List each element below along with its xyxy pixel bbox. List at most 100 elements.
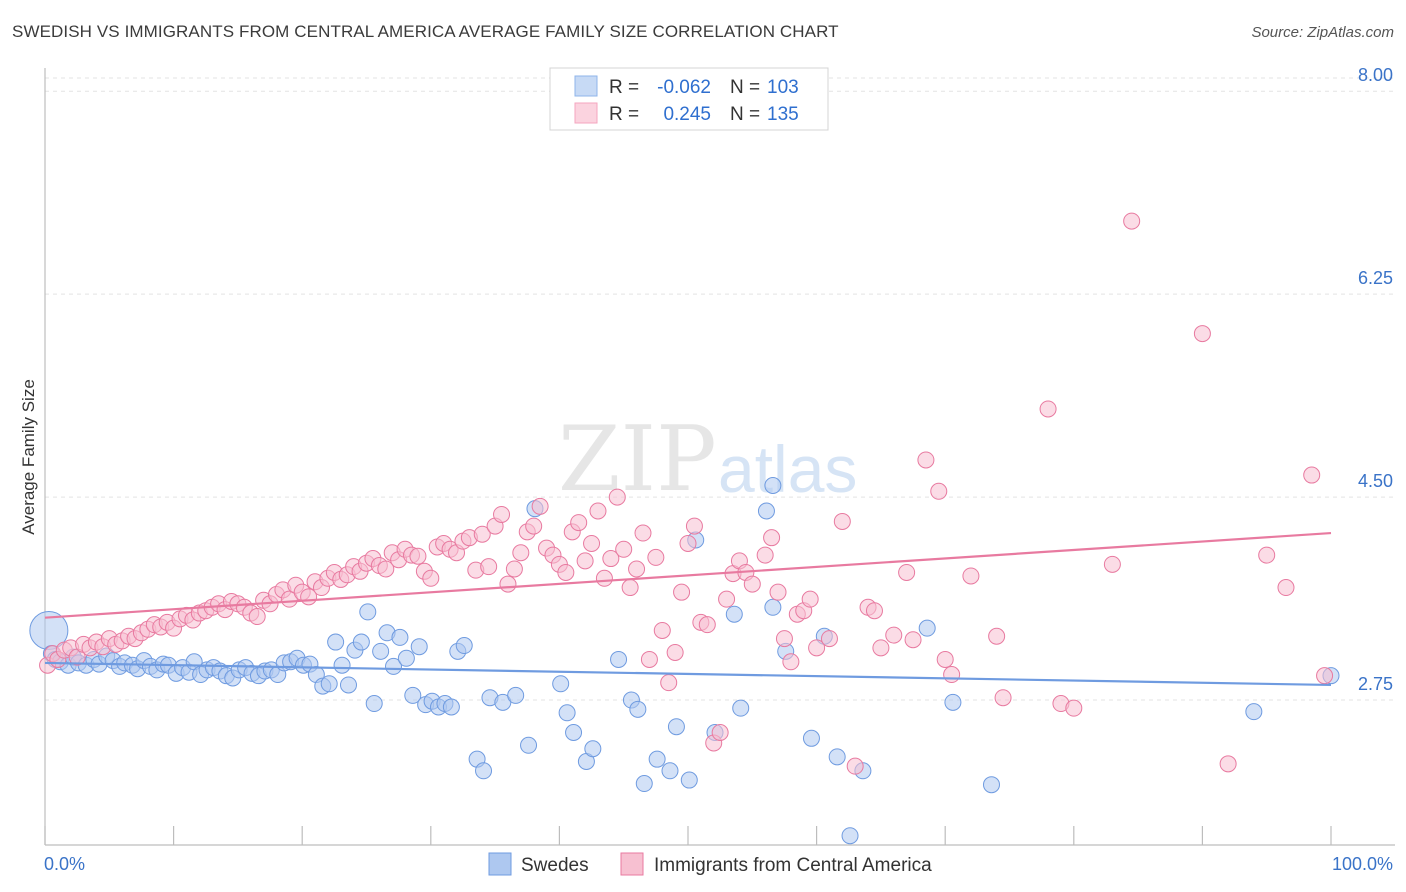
central-america-point xyxy=(1039,400,1057,418)
legend-swatch-swedes xyxy=(574,75,598,97)
swedes-point xyxy=(629,700,647,718)
central-america-point xyxy=(570,514,588,532)
central-america-point xyxy=(634,524,652,542)
swedes-point xyxy=(397,649,415,667)
swedes-trend-line xyxy=(44,661,1332,687)
swedes-point xyxy=(635,775,653,793)
central-america-point xyxy=(994,689,1012,707)
central-america-point xyxy=(685,517,703,535)
y-tick-label: 4.50 xyxy=(1358,471,1393,491)
central-america-point xyxy=(698,616,716,634)
central-america-point xyxy=(808,639,826,657)
central-america-point xyxy=(1316,667,1334,685)
swedes-point xyxy=(385,657,403,675)
swedes-point xyxy=(982,776,1000,794)
central-america-point xyxy=(943,666,961,684)
swedes-point xyxy=(558,704,576,722)
swedes-point xyxy=(507,686,525,704)
central-america-point xyxy=(801,590,819,608)
legend-r-value-central-america: 0.245 xyxy=(663,104,711,125)
central-america-point xyxy=(930,482,948,500)
swedes-point xyxy=(455,637,473,655)
central-america-point xyxy=(1193,325,1211,343)
swedes-point xyxy=(841,827,859,845)
swedes-point xyxy=(680,771,698,789)
central-america-point xyxy=(499,575,517,593)
legend-r-value-swedes: -0.062 xyxy=(657,77,711,98)
chart-title: SWEDISH VS IMMIGRANTS FROM CENTRAL AMERI… xyxy=(12,22,839,41)
central-america-point xyxy=(756,546,774,564)
swedes-point xyxy=(410,638,428,656)
central-america-point xyxy=(904,631,922,649)
central-america-point xyxy=(1277,579,1295,597)
central-america-point xyxy=(898,563,916,581)
watermark-atlas: atlas xyxy=(718,432,857,506)
central-america-point xyxy=(640,650,658,668)
central-america-point xyxy=(480,558,498,576)
chart-source: Source: ZipAtlas.com xyxy=(1251,24,1394,41)
central-america-point xyxy=(512,544,530,562)
y-tick-labels: 2.75 4.50 6.25 8.00 xyxy=(1358,65,1393,694)
swedes-point xyxy=(327,633,345,651)
swedes-point xyxy=(918,619,936,637)
y-tick-label: 6.25 xyxy=(1358,268,1393,288)
swedes-point xyxy=(667,718,685,736)
central-america-point xyxy=(865,602,883,620)
central-america-point xyxy=(409,547,427,565)
swedes-point xyxy=(339,676,357,694)
central-america-point xyxy=(711,724,729,742)
x-axis-ticks xyxy=(44,826,1332,845)
central-america-point xyxy=(769,583,787,601)
swedes-point xyxy=(764,476,782,494)
swedes-point xyxy=(365,695,383,713)
central-america-point xyxy=(1219,755,1237,773)
central-america-point xyxy=(595,569,613,587)
central-america-point xyxy=(621,579,639,597)
swedes-point xyxy=(944,693,962,711)
legend-r-label-swedes: R = xyxy=(609,77,639,98)
y-tick-label: 8.00 xyxy=(1358,65,1393,85)
central-america-point xyxy=(1103,555,1121,573)
x-tick-label-min: 0.0% xyxy=(44,854,85,874)
swedes-point xyxy=(1245,703,1263,721)
central-america-point xyxy=(493,505,511,523)
bottom-legend-swatch-central-america xyxy=(620,852,644,876)
swedes-point xyxy=(725,605,743,623)
central-america-point xyxy=(602,550,620,568)
legend-n-label-swedes: N = xyxy=(730,77,760,98)
swedes-point xyxy=(802,729,820,747)
central-america-point xyxy=(647,548,665,566)
central-america-point xyxy=(576,552,594,570)
swedes-point xyxy=(565,724,583,742)
swedes-point xyxy=(352,633,370,651)
central-america-point xyxy=(936,650,954,668)
swedes-point xyxy=(584,740,602,758)
swedes-point xyxy=(442,698,460,716)
swedes-point xyxy=(520,736,538,754)
bottom-legend-swatch-swedes xyxy=(488,852,512,876)
central-america-point xyxy=(1065,699,1083,717)
central-america-point xyxy=(1123,212,1141,230)
central-america-point xyxy=(885,626,903,644)
y-tick-label: 2.75 xyxy=(1358,674,1393,694)
central-america-point xyxy=(608,488,626,506)
central-america-point xyxy=(1258,546,1276,564)
central-america-point xyxy=(615,540,633,558)
central-america-point xyxy=(583,534,601,552)
trend-lines xyxy=(44,531,1332,687)
central-america-point xyxy=(653,621,671,639)
central-america-point xyxy=(820,630,838,648)
central-america-point xyxy=(422,569,440,587)
central-america-point xyxy=(782,653,800,671)
swedes-point xyxy=(391,628,409,646)
central-america-point xyxy=(763,529,781,547)
central-america-point xyxy=(531,497,549,515)
swedes-point xyxy=(764,598,782,616)
central-america-point xyxy=(377,560,395,578)
swedes-point xyxy=(661,762,679,780)
legend-n-value-swedes: 103 xyxy=(767,77,799,98)
swedes-point xyxy=(552,675,570,693)
central-america-point xyxy=(666,643,684,661)
central-america-point xyxy=(1303,466,1321,484)
central-america-point xyxy=(743,575,761,593)
